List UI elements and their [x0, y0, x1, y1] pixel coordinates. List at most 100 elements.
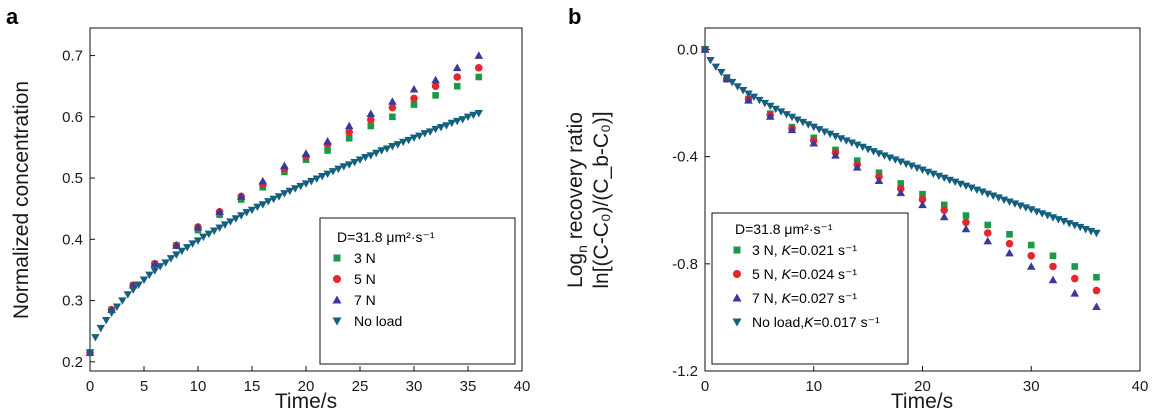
panel-a-chart: a 0 5 10 15 20 25 30 35 40 0.2 0.3 0.4 0.5 0.6 0.7 Tim…: [6, 4, 530, 413]
data-point: [706, 57, 714, 64]
data-point: [940, 213, 949, 221]
x-tick-label: 30: [406, 378, 423, 395]
panel-a-x-axis-label: Time/s: [275, 390, 337, 413]
legend-label-k-value: =0.024 s⁻¹: [791, 266, 857, 282]
legend-label: 3 N: [354, 250, 376, 266]
x-tick-label: 35: [460, 378, 477, 395]
legend-label-prefix: No load,: [752, 314, 804, 330]
x-tick-label: 40: [1132, 378, 1149, 395]
data-point: [367, 116, 375, 124]
data-point: [388, 97, 397, 105]
panel-b-y-label-log: Log: [564, 253, 587, 288]
y-tick-label: 0.5: [62, 170, 83, 187]
panel-b-chart: b 0 10 20 30 400.0-0.4-0.8-1.2 Time/s Logn r…: [564, 4, 1148, 413]
data-point: [1049, 276, 1058, 284]
legend-label-k-value: =0.027 s⁻¹: [791, 290, 857, 306]
data-point: [1027, 262, 1036, 270]
panel-b-legend: D=31.8 μm²·s⁻¹ 3 N, K=0.021 s⁻¹ 5 N, K=0.…: [712, 213, 908, 364]
data-point: [345, 122, 354, 130]
y-tick-label: 0.0: [677, 41, 698, 58]
panel-b-y-axis-label-line1: Logn recovery ratio: [564, 112, 590, 288]
y-tick-label: 0.3: [62, 293, 83, 310]
data-point: [476, 74, 483, 81]
panel-a-legend: D=31.8 μm²·s⁻¹ 3 N5 N7 NNo load: [320, 218, 515, 364]
data-point: [1092, 230, 1100, 237]
data-point: [1005, 249, 1014, 257]
data-point: [454, 83, 461, 90]
data-point: [107, 310, 115, 317]
data-point: [1050, 252, 1057, 259]
legend-label: No load: [354, 313, 402, 329]
data-point: [453, 73, 461, 81]
series-3: [701, 46, 1101, 237]
data-point: [323, 137, 332, 145]
data-point: [410, 95, 418, 103]
legend-label: 3 N, K=0.021 s⁻¹: [752, 242, 857, 258]
legend-label: 7 N, K=0.027 s⁻¹: [752, 290, 857, 306]
data-point: [1092, 302, 1101, 310]
legend-label-prefix: 7 N,: [752, 290, 782, 306]
legend-label: No load,K=0.017 s⁻¹: [752, 314, 880, 330]
legend-marker: [334, 255, 341, 262]
panel-a-label: a: [6, 4, 19, 29]
legend-label-prefix: 5 N,: [752, 266, 782, 282]
x-tick-label: 0: [701, 378, 709, 395]
data-point: [410, 85, 419, 93]
data-point: [280, 162, 289, 170]
x-tick-label: 0: [86, 378, 94, 395]
data-point: [1049, 263, 1057, 271]
legend-marker: [333, 275, 341, 283]
data-point: [984, 229, 992, 237]
x-tick-label: 25: [352, 378, 369, 395]
data-point: [259, 177, 268, 185]
x-tick-label: 40: [514, 378, 531, 395]
panel-b-y-axis-label-line2: ln[(C-C₀)/(C_b-C₀)]: [590, 111, 613, 288]
data-point: [1006, 231, 1013, 238]
legend-label: 7 N: [354, 292, 376, 308]
data-point: [983, 237, 992, 245]
data-point: [984, 222, 991, 229]
data-point: [1093, 287, 1101, 295]
legend-label: 5 N, K=0.024 s⁻¹: [752, 266, 857, 282]
y-tick-label: -0.4: [672, 149, 698, 166]
data-point: [1027, 252, 1035, 260]
x-tick-label: 10: [190, 378, 207, 395]
legend-label-prefix: 3 N,: [752, 242, 782, 258]
x-tick-label: 30: [1023, 378, 1040, 395]
x-tick-label: 5: [140, 378, 148, 395]
data-point: [1093, 274, 1100, 281]
data-point: [302, 149, 311, 157]
panel-b-x-axis-label: Time/s: [891, 390, 953, 413]
data-point: [431, 76, 440, 84]
y-tick-label: 0.6: [62, 109, 83, 126]
panel-a-legend-title: D=31.8 μm²·s⁻¹: [337, 229, 435, 245]
y-tick-label: -1.2: [672, 363, 698, 380]
data-point: [1028, 242, 1035, 249]
data-point: [475, 64, 483, 72]
data-point: [963, 212, 970, 219]
y-tick-label: 0.7: [62, 48, 83, 65]
legend-marker: [733, 270, 741, 278]
x-tick-label: 15: [244, 378, 261, 395]
y-tick-label: 0.2: [62, 354, 83, 371]
y-tick-label: 0.4: [62, 231, 83, 248]
data-point: [432, 92, 439, 99]
panel-b-y-axis-label: Logn recovery ratio ln[(C-C₀)/(C_b-C₀)]: [564, 111, 613, 288]
data-point: [345, 128, 353, 136]
data-point: [367, 109, 376, 117]
panel-b-y-label-sub: n: [574, 245, 590, 253]
data-point: [102, 317, 110, 324]
data-point: [1071, 275, 1079, 283]
data-point: [453, 64, 462, 72]
data-point: [389, 104, 397, 112]
data-point: [1070, 289, 1079, 297]
legend-marker: [734, 247, 741, 254]
data-point: [1071, 263, 1078, 270]
legend-label-k-value: =0.017 s⁻¹: [814, 314, 880, 330]
data-point: [97, 325, 105, 332]
legend-label-k-value: =0.021 s⁻¹: [791, 242, 857, 258]
data-point: [475, 51, 484, 59]
panel-a-y-axis-label: Normalized concentration: [10, 81, 33, 319]
data-point: [432, 82, 440, 90]
panel-b-legend-title: D=31.8 μm²·s⁻¹: [735, 221, 833, 237]
